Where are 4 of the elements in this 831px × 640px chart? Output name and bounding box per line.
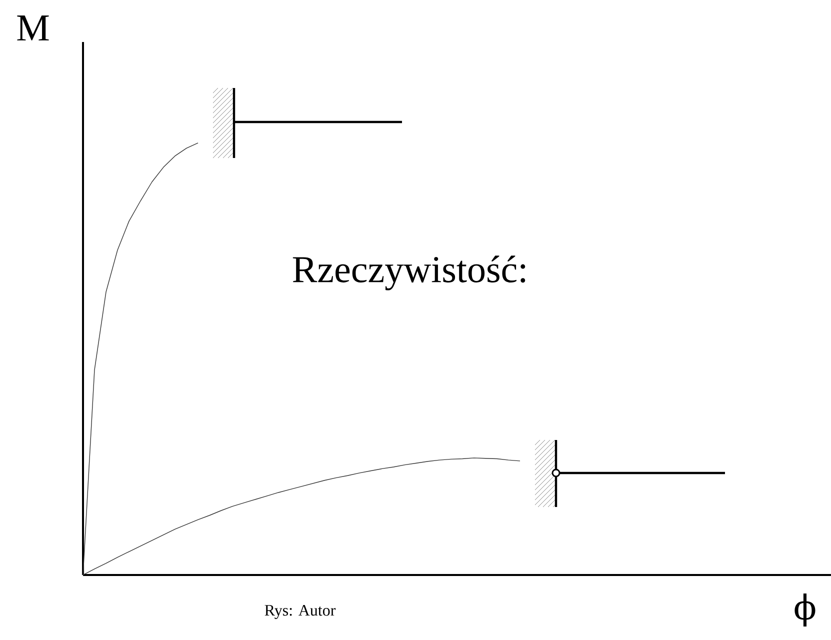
y-axis-title: M [17,16,49,40]
text: Rys: Autor [264,604,336,619]
annotation: Rzeczywistość: [292,256,526,290]
text: ϕ [794,594,816,626]
